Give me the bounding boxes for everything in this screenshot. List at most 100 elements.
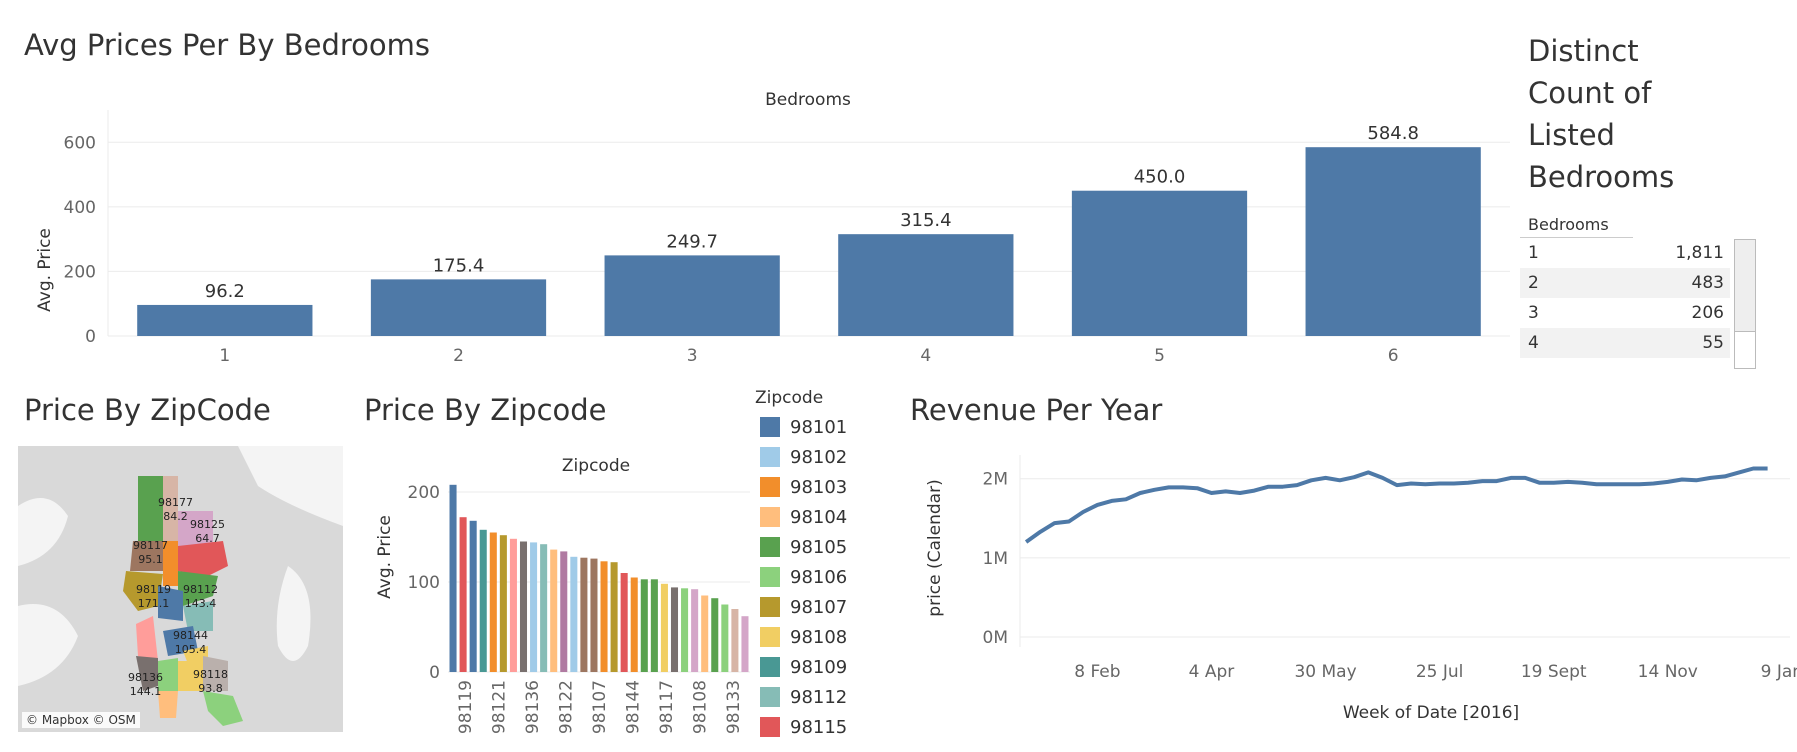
- table-row[interactable]: 3 206: [1520, 298, 1730, 328]
- revenue-line[interactable]: [1024, 466, 1768, 544]
- map-zip-value: 64.7: [195, 532, 220, 545]
- table-row[interactable]: 2 483: [1520, 268, 1730, 298]
- bar[interactable]: [570, 556, 578, 672]
- bar[interactable]: [838, 234, 1014, 336]
- bar[interactable]: [610, 562, 618, 672]
- bar[interactable]: [1071, 190, 1248, 336]
- zipcode-map[interactable]: © Mapbox © OSM 98177 84.2 98125 64.7 98117 95…: [18, 446, 343, 732]
- revenue-x-ticks: 8 Feb 4 Apr 30 May 25 Jul 19 Sept 14 Nov 9 Jan: [1074, 662, 1797, 682]
- table-scrollbar[interactable]: [1734, 239, 1756, 369]
- legend-item[interactable]: 98105: [755, 532, 847, 562]
- bar[interactable]: [711, 598, 719, 672]
- zipcode-legend: Zipcode 98101 98102 98103 98104 98105 98106 98…: [755, 388, 847, 742]
- x-tick-label: 4: [920, 346, 931, 366]
- x-tick-label: 98122: [556, 680, 576, 734]
- row-value: 1,811: [1675, 243, 1724, 263]
- legend-label: 98107: [790, 596, 848, 618]
- zip-x-ticks: 98119 98121 98136 98122 98107 98144 98117 98108…: [456, 680, 744, 734]
- revenue-chart-title: Revenue Per Year: [910, 393, 1163, 427]
- legend-item[interactable]: 98106: [755, 562, 847, 592]
- map-zip-code: 98136: [128, 671, 163, 684]
- revenue-x-axis-label: Week of Date [2016]: [1343, 703, 1519, 723]
- map-zip-label: 98118 93.8: [193, 668, 228, 696]
- y-tick-label: 0: [429, 663, 440, 683]
- bar[interactable]: [640, 579, 648, 672]
- bar[interactable]: [590, 558, 598, 672]
- legend-label: 98109: [790, 656, 848, 678]
- legend-item[interactable]: 98107: [755, 592, 847, 622]
- table-row[interactable]: 1 1,811: [1520, 238, 1730, 268]
- map-zip-value: 143.4: [184, 597, 217, 610]
- bar[interactable]: [560, 551, 568, 672]
- row-value: 55: [1702, 333, 1724, 353]
- bar[interactable]: [604, 255, 780, 336]
- bar[interactable]: [660, 583, 668, 672]
- bar[interactable]: [449, 484, 457, 672]
- bar[interactable]: [741, 616, 749, 672]
- bar[interactable]: [630, 577, 638, 673]
- x-tick-label: 2: [453, 346, 464, 366]
- bedrooms-bars[interactable]: 96.2 175.4 249.7 315.4 450.0 584.8: [137, 123, 1481, 336]
- table-row[interactable]: 4 55: [1520, 328, 1730, 358]
- y-tick-label: 600: [64, 133, 96, 153]
- bar[interactable]: [681, 588, 689, 672]
- bar[interactable]: [600, 561, 608, 672]
- x-tick-label: 98136: [523, 680, 543, 734]
- bar[interactable]: [530, 542, 538, 672]
- bar[interactable]: [670, 587, 679, 672]
- bar[interactable]: [499, 535, 507, 672]
- legend-item[interactable]: 98112: [755, 682, 847, 712]
- legend-label: 98106: [790, 566, 848, 588]
- y-tick-label: 200: [64, 262, 96, 282]
- legend-item[interactable]: 98101: [755, 412, 847, 442]
- bar[interactable]: [1305, 147, 1481, 336]
- bar[interactable]: [137, 304, 313, 336]
- legend-item[interactable]: 98104: [755, 502, 847, 532]
- legend-swatch: [760, 507, 780, 527]
- bar[interactable]: [469, 520, 477, 672]
- map-zip-code: 98117: [133, 539, 168, 552]
- scrollbar-thumb[interactable]: [1735, 331, 1755, 368]
- map-zip-label: 98125 64.7: [190, 518, 225, 546]
- map-zip-label: 98136 144.1: [128, 671, 163, 699]
- legend-label: 98112: [790, 686, 848, 708]
- map-zip-code: 98177: [158, 496, 193, 509]
- map-zip-value: 171.1: [137, 597, 170, 610]
- legend-label: 98105: [790, 536, 848, 558]
- bar[interactable]: [731, 609, 739, 672]
- map-zip-value: 95.1: [138, 553, 163, 566]
- bar[interactable]: [509, 538, 517, 672]
- bar[interactable]: [721, 604, 729, 673]
- bar[interactable]: [519, 541, 528, 673]
- data-label: 584.8: [1367, 123, 1419, 144]
- bar[interactable]: [580, 557, 588, 672]
- legend-item[interactable]: 98103: [755, 472, 847, 502]
- x-tick-label: 98144: [624, 680, 644, 734]
- bar[interactable]: [459, 517, 467, 672]
- bar[interactable]: [550, 549, 558, 672]
- legend-swatch: [760, 717, 780, 737]
- x-tick-label: 98107: [590, 680, 610, 734]
- bar[interactable]: [540, 544, 548, 672]
- legend-swatch: [760, 687, 780, 707]
- zip-bars[interactable]: [449, 484, 749, 673]
- row-key: 3: [1528, 303, 1539, 323]
- legend-item[interactable]: 98108: [755, 622, 847, 652]
- bedrooms-x-ticks: 1 2 3 4 5 6: [219, 346, 1398, 366]
- bar[interactable]: [370, 279, 547, 336]
- bar[interactable]: [489, 532, 497, 673]
- legend-item[interactable]: 98109: [755, 652, 847, 682]
- bar[interactable]: [691, 589, 699, 672]
- legend-item[interactable]: 98102: [755, 442, 847, 472]
- bar[interactable]: [620, 573, 628, 672]
- map-zip-code: 98144: [173, 629, 208, 642]
- bar[interactable]: [701, 595, 709, 673]
- legend-item[interactable]: 98115: [755, 712, 847, 742]
- revenue-series[interactable]: [1024, 466, 1768, 544]
- distinct-count-table: Bedrooms 1 1,811 2 483 3 206 4 55: [1520, 215, 1760, 358]
- x-tick-label: 25 Jul: [1416, 662, 1464, 682]
- bar[interactable]: [479, 529, 487, 672]
- bar[interactable]: [650, 579, 658, 672]
- bedrooms-chart-header: Bedrooms: [765, 90, 851, 110]
- x-tick-label: 4 Apr: [1189, 662, 1235, 682]
